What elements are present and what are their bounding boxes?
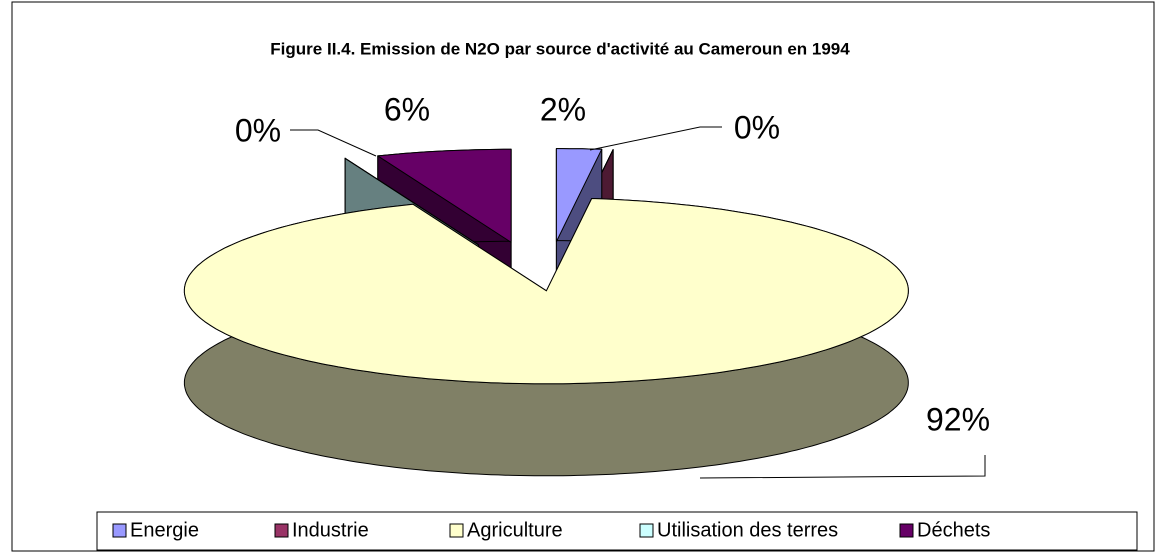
legend-label: Utilisation des terres bbox=[657, 519, 838, 541]
legend-label: Agriculture bbox=[467, 519, 563, 541]
value-label: 92% bbox=[926, 401, 990, 437]
slice bbox=[555, 148, 603, 243]
legend-swatch bbox=[112, 523, 127, 538]
leader-line bbox=[589, 126, 722, 151]
slice bbox=[344, 157, 479, 246]
value-label: 6% bbox=[384, 91, 430, 127]
legend-box bbox=[96, 511, 1138, 551]
slice bbox=[183, 198, 909, 385]
leader-line bbox=[699, 455, 986, 479]
legend-swatch bbox=[639, 523, 654, 538]
legend-label: Energie bbox=[130, 519, 199, 541]
legend-label: Déchets bbox=[917, 519, 990, 541]
legend-label: Industrie bbox=[292, 519, 369, 541]
value-label: 0% bbox=[235, 112, 281, 148]
legend-swatch bbox=[274, 523, 289, 538]
legend-swatch bbox=[449, 523, 464, 538]
leader-line bbox=[290, 129, 377, 157]
legend-swatch bbox=[899, 523, 914, 538]
value-label: 2% bbox=[540, 91, 586, 127]
chart-title: Figure II.4. Emission de N2O par source … bbox=[270, 39, 850, 58]
slice bbox=[377, 148, 512, 243]
value-label: 0% bbox=[734, 109, 780, 145]
